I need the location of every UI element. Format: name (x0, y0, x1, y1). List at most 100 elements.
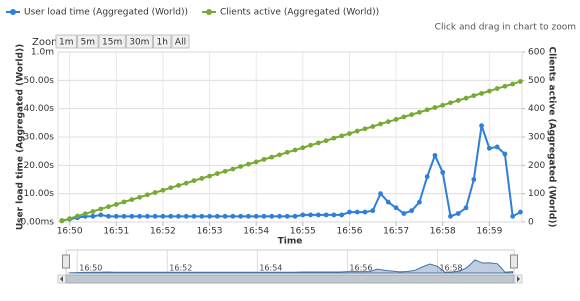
navigator-handle[interactable] (510, 254, 518, 269)
data-point (191, 178, 197, 184)
scrollbar-arrow[interactable] (517, 276, 520, 282)
navigator-tick-label: 16:58 (439, 264, 462, 273)
data-point (300, 212, 306, 218)
y2-tick-label: 300 (528, 133, 545, 143)
data-point (152, 190, 158, 195)
data-point (393, 117, 399, 122)
x-tick-label: 16:58 (430, 227, 456, 237)
data-point (121, 213, 127, 219)
range-button[interactable]: All (171, 34, 190, 49)
range-button-label: 15m (102, 38, 122, 48)
data-point (98, 206, 104, 212)
data-point (502, 83, 508, 89)
data-point (261, 156, 267, 162)
zoom-label: Zoom (32, 37, 61, 48)
navigator-tick-label: 16:50 (79, 264, 102, 273)
data-point (59, 218, 65, 224)
data-point (269, 213, 275, 219)
range-button-bg (55, 34, 77, 49)
data-point (510, 213, 516, 219)
data-point (409, 112, 415, 118)
data-point (129, 197, 135, 203)
data-point (207, 213, 212, 219)
data-point (463, 95, 469, 101)
x-tick-label: 16:59 (476, 227, 502, 237)
data-point (378, 191, 383, 197)
data-point (90, 213, 96, 219)
data-point (308, 212, 313, 218)
range-button[interactable]: 15m (98, 34, 126, 49)
data-point (362, 126, 368, 132)
y-axis-title: User load time (Aggregated (World)) (16, 44, 26, 230)
data-point (199, 213, 205, 219)
zoom-hint: Click and drag in chart to zoom (435, 23, 576, 33)
data-point (284, 213, 290, 219)
data-point (168, 213, 174, 219)
legend-entry[interactable]: User load time (Aggregated (World)) (24, 8, 188, 18)
range-button-bg (77, 34, 99, 49)
data-point (137, 213, 143, 219)
range-button[interactable]: 30m (125, 34, 153, 49)
data-point (401, 211, 407, 216)
data-point (347, 131, 352, 137)
y2-tick-label: 200 (528, 161, 545, 171)
x-tick-label: 16:52 (150, 227, 176, 237)
range-button-bg (125, 34, 153, 49)
data-point (424, 174, 430, 180)
data-point (106, 213, 111, 219)
data-point (113, 213, 119, 219)
data-point (214, 213, 220, 219)
data-point (323, 212, 329, 218)
data-point (448, 213, 453, 219)
range-button[interactable]: 1m (55, 34, 77, 49)
y2-tick-label: 500 (528, 76, 545, 86)
data-point (129, 213, 135, 219)
data-point (448, 100, 453, 106)
y-tick-label: 20.00s (24, 161, 55, 171)
data-point (385, 199, 391, 205)
y-tick-label: 40.00s (24, 104, 55, 114)
data-point (246, 161, 251, 167)
range-button-label: 30m (129, 38, 149, 48)
data-point (160, 213, 166, 219)
data-point (486, 145, 492, 151)
data-point (82, 211, 88, 217)
scrollbar-thumb[interactable] (65, 274, 515, 284)
data-point (230, 166, 236, 172)
data-point (315, 140, 321, 146)
data-point (75, 213, 80, 219)
data-point (292, 213, 298, 219)
y2-axis-title: Clients active (Aggregated (World)) (547, 46, 557, 227)
data-point (238, 213, 244, 219)
data-point (455, 98, 461, 103)
legend-entry[interactable]: Clients active (Aggregated (World)) (220, 8, 379, 18)
data-point (417, 199, 422, 205)
data-point (222, 168, 228, 174)
data-point (207, 173, 212, 179)
data-point (339, 212, 345, 218)
data-point (463, 205, 469, 211)
range-button-label: 1m (59, 38, 74, 48)
data-point (168, 185, 174, 191)
data-point (183, 213, 189, 219)
data-point (137, 194, 143, 200)
data-point (246, 213, 251, 219)
data-point (518, 209, 523, 215)
range-button[interactable]: 1h (153, 34, 172, 49)
legend-symbol (10, 9, 16, 15)
x-tick-label: 16:55 (290, 227, 316, 237)
data-point (253, 213, 259, 219)
range-button[interactable]: 5m (77, 34, 99, 49)
navigator-handle[interactable] (62, 254, 70, 269)
data-point (113, 202, 119, 207)
data-point (284, 149, 290, 155)
data-point (315, 212, 321, 218)
scrollbar-arrow[interactable] (60, 276, 63, 282)
data-point (160, 187, 166, 193)
x-tick-label: 16:51 (103, 227, 129, 237)
data-point (354, 128, 360, 134)
data-point (385, 119, 391, 125)
data-point (354, 209, 360, 215)
data-point (486, 88, 492, 94)
data-point (144, 213, 150, 219)
